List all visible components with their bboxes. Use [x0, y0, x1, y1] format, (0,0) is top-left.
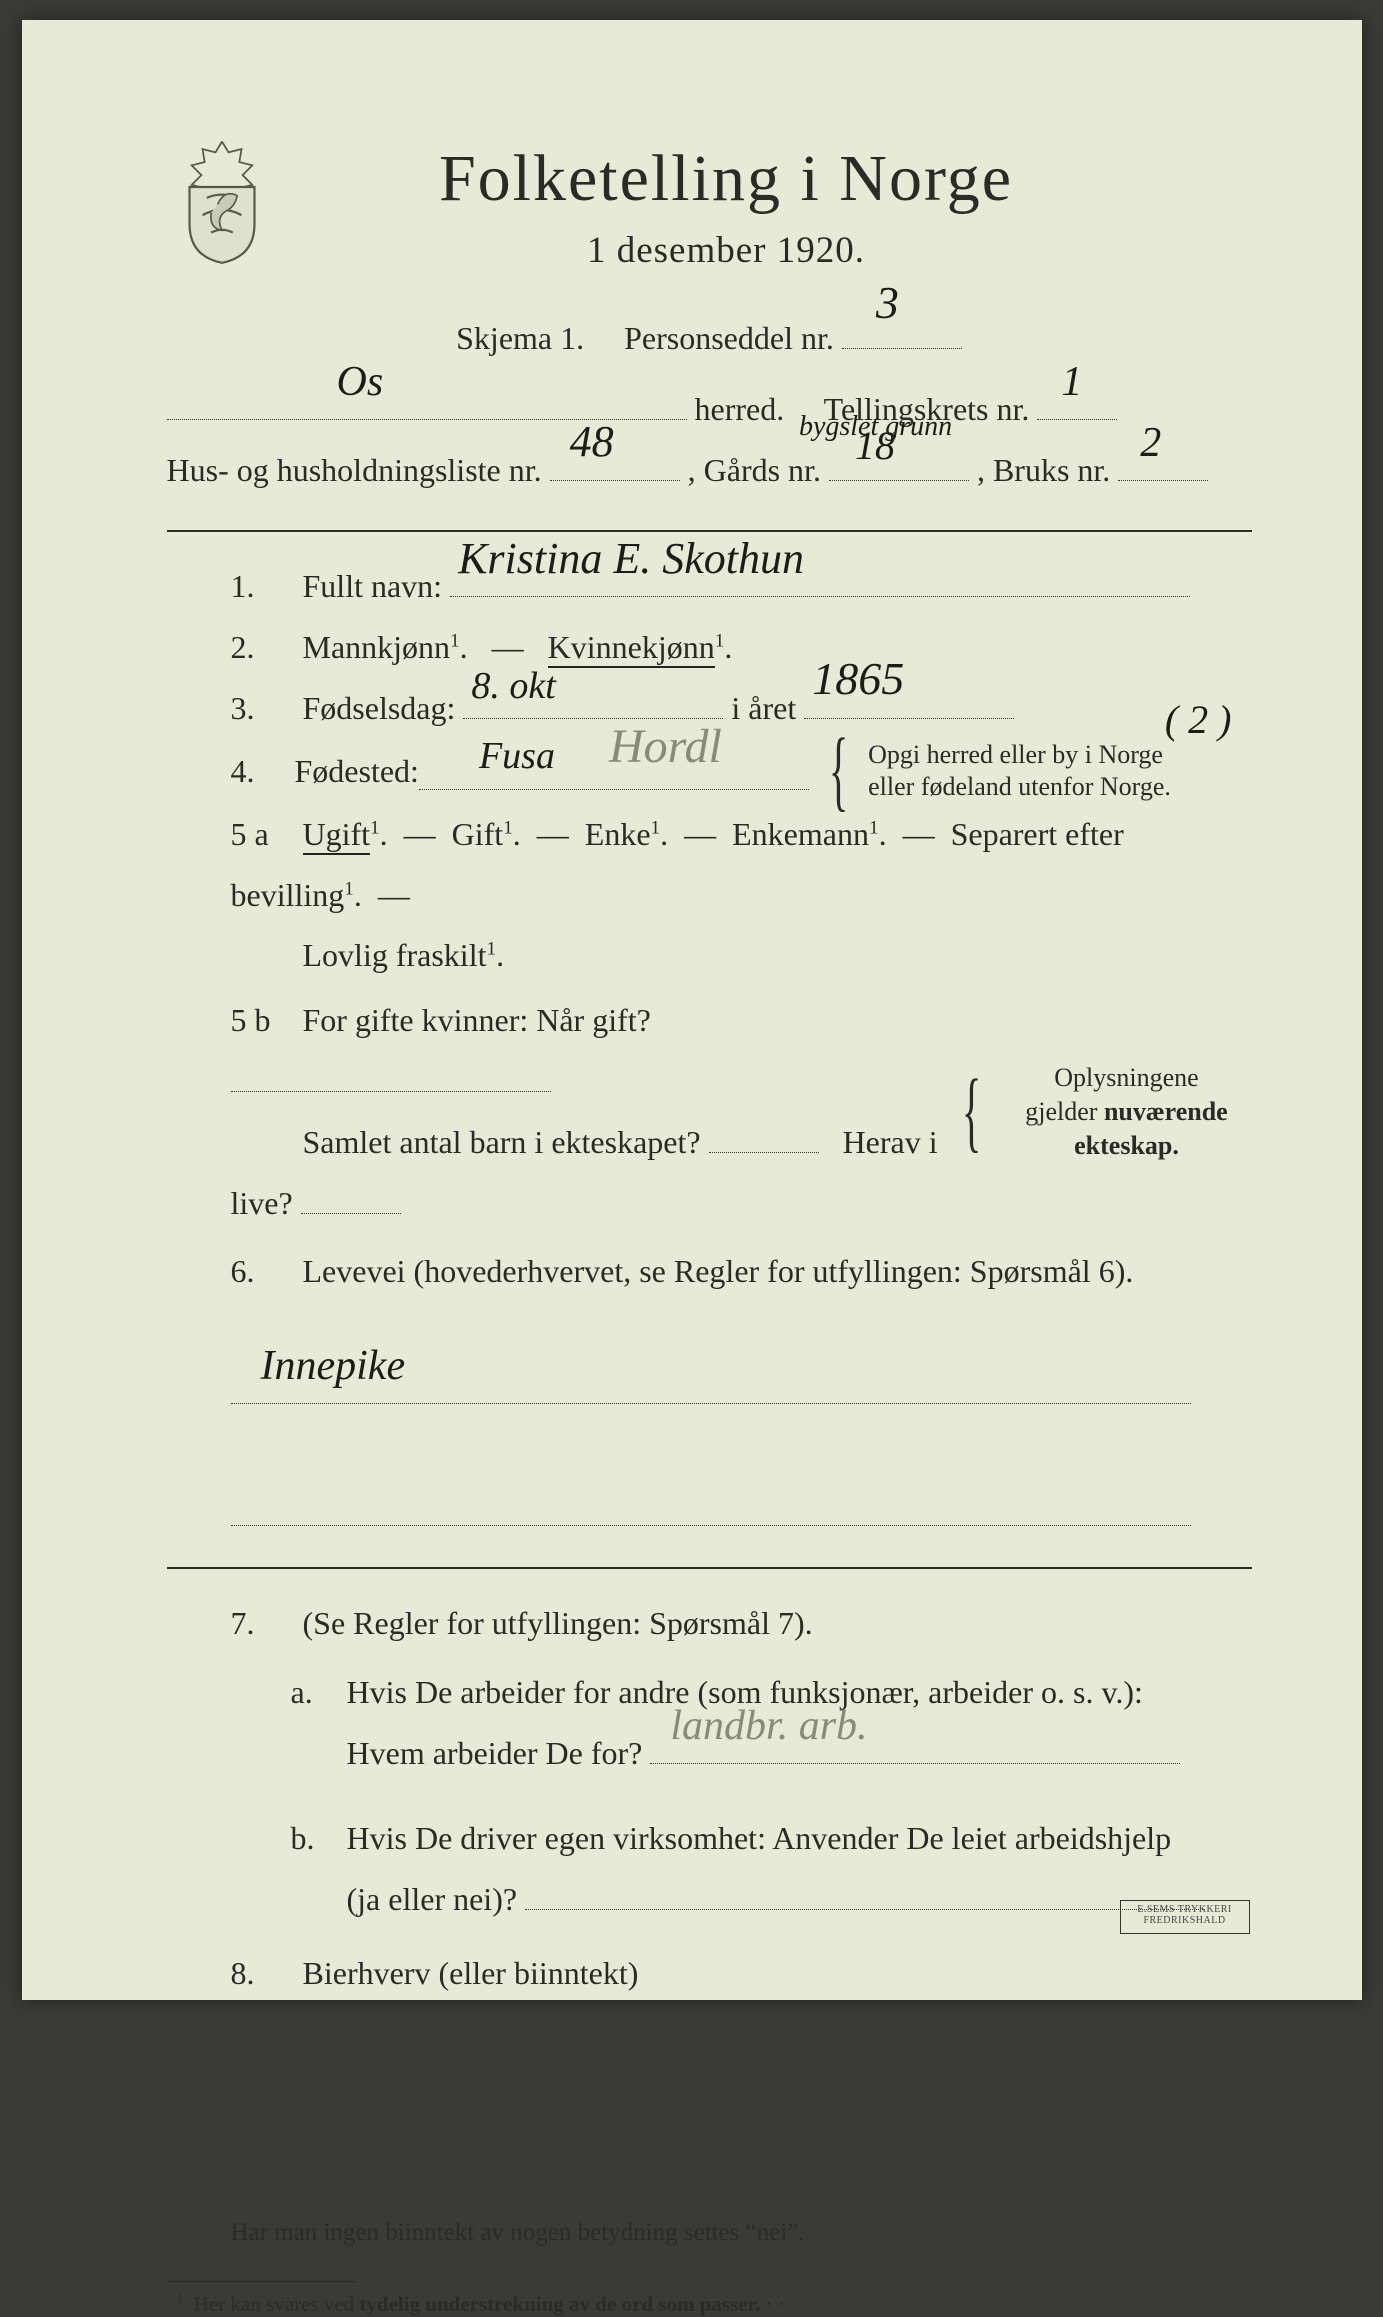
q5a-fraskilt: Lovlig fraskilt1. [303, 937, 505, 973]
brace-icon: { [829, 744, 848, 798]
tellingskrets-value: 1 [1061, 343, 1082, 423]
personseddel-label: Personseddel nr. [624, 320, 834, 356]
herred-value: Os [337, 343, 384, 423]
q4-value-light: Hordl [609, 701, 722, 792]
q8-row: 8. Bierhverv (eller biinntekt) [167, 1943, 1252, 2065]
q2-row: 2. Mannkjønn1. — Kvinnekjønn1. [167, 617, 1252, 678]
q2-num: 2. [231, 617, 295, 678]
q6-row: 6. Levevei (hovederhvervet, se Regler fo… [167, 1241, 1252, 1302]
q8-label: Bierhverv (eller biinntekt) [303, 1955, 639, 1991]
q3-num: 3. [231, 678, 295, 739]
q7a-num: a. [291, 1662, 339, 1723]
q3-mid: i året [731, 690, 796, 726]
q5b-label2: Samlet antal barn i ekteskapet? [303, 1124, 701, 1160]
q4-label: Fødested: [295, 741, 419, 802]
q5b-num: 5 b [231, 990, 295, 1051]
divider [167, 1567, 1252, 1569]
q5b-row: 5 b For gifte kvinner: Når gift? Samlet … [167, 990, 1252, 1233]
q5a-row: 5 a Ugift1. — Gift1. — Enke1. — Enkemann… [167, 804, 1252, 926]
skjema-row: Skjema 1. Personseddel nr. 3 [167, 308, 1252, 369]
title-block: Folketelling i Norge 1 desember 1920. [311, 135, 1252, 272]
q7-num: 7. [231, 1593, 295, 1654]
personseddel-nr: 3 [876, 259, 899, 346]
q7b-line1: Hvis De driver egen virksomhet: Anvender… [347, 1820, 1172, 1856]
herred-label: herred. [695, 391, 785, 427]
q6-value-row: Innepike [167, 1302, 1252, 1424]
q3-year: 1865 [812, 635, 904, 722]
q6-num: 6. [231, 1241, 295, 1302]
footnote-rule [167, 2281, 357, 2282]
main-title: Folketelling i Norge [311, 141, 1142, 217]
husliste-row: Hus- og husholdningsliste nr. 48 , Gårds… [167, 440, 1252, 501]
q1-row: 1. Fullt navn: Kristina E. Skothun [167, 556, 1252, 617]
bruks-value: 2 [1140, 404, 1161, 484]
q7-label: (Se Regler for utfyllingen: Spørsmål 7). [303, 1605, 813, 1641]
q7a-line2: Hvem arbeider De for? [347, 1735, 643, 1771]
q4-note: Opgi herred eller by i Norge eller fødel… [868, 739, 1248, 804]
q5b-note: Oplysningene gjelder nuværende ekteskap. [1002, 1061, 1252, 1162]
q5b-label1: For gifte kvinner: Når gift? [303, 1002, 651, 1038]
q5a-gift: Gift1. [452, 816, 521, 852]
q7b-row2: (ja eller nei)? [167, 1869, 1252, 1930]
q5a-row2: Lovlig fraskilt1. [167, 925, 1252, 986]
q1-num: 1. [231, 556, 295, 617]
q7b-row1: b. Hvis De driver egen virksomhet: Anven… [167, 1808, 1252, 1869]
q6-blank [167, 1424, 1252, 1546]
q6-label: Levevei (hovederhvervet, se Regler for u… [303, 1253, 1134, 1289]
header: Folketelling i Norge 1 desember 1920. [167, 135, 1252, 272]
q4-row: 4. Fødested: Fusa Hordl { Opgi herred el… [167, 739, 1252, 804]
q6-value: Innepike [261, 1327, 406, 1407]
bruks-label: , Bruks nr. [977, 452, 1110, 488]
q7b-line2: (ja eller nei)? [347, 1881, 518, 1917]
q3-label: Fødselsdag: [303, 690, 456, 726]
herred-row: Os herred. Tellingskrets nr. 1 [167, 379, 1252, 440]
printer-stamp: E.SEMS TRYKKERIFREDRIKSHALD [1120, 1900, 1250, 1934]
q2-opt-mann: Mannkjønn1. [303, 629, 468, 665]
q7a-row2: Hvem arbeider De for? landbr. arb. [167, 1723, 1252, 1784]
coat-of-arms-icon [167, 135, 277, 265]
q5a-num: 5 a [231, 804, 295, 865]
q4-num: 4. [231, 741, 295, 802]
q5a-enkemann: Enkemann1. [732, 816, 886, 852]
q3-day: 8. okt [471, 650, 555, 722]
husliste-label: Hus- og husholdningsliste nr. [167, 452, 542, 488]
q7a-value: landbr. arb. [670, 1687, 867, 1767]
gards-value: 18 [855, 408, 895, 484]
footer-note: Har man ingen biinntekt av nogen betydni… [167, 2219, 1252, 2247]
q4-value: Fusa [479, 720, 555, 792]
q1-value: Kristina E. Skothun [458, 517, 804, 601]
husliste-value: 48 [570, 400, 614, 484]
q2-opt-kvinne: Kvinnekjønn1. [548, 629, 733, 665]
q7b-num: b. [291, 1808, 339, 1869]
footnote: 1 Her kan svares ved tydelig understrekn… [167, 2292, 1252, 2317]
q8-num: 8. [231, 1943, 295, 2004]
skjema-label: Skjema 1. [456, 320, 584, 356]
q5a-enke: Enke1. [585, 816, 668, 852]
gards-label: , Gårds nr. [688, 452, 821, 488]
q7-row: 7. (Se Regler for utfyllingen: Spørsmål … [167, 1593, 1252, 1654]
q8-blank [167, 2065, 1252, 2187]
brace-icon: { [962, 1085, 981, 1139]
subtitle: 1 desember 1920. [311, 229, 1142, 272]
q1-label: Fullt navn: [303, 568, 443, 604]
census-form-page: Folketelling i Norge 1 desember 1920. Sk… [22, 20, 1362, 2000]
q5a-ugift: Ugift1. [303, 816, 388, 852]
